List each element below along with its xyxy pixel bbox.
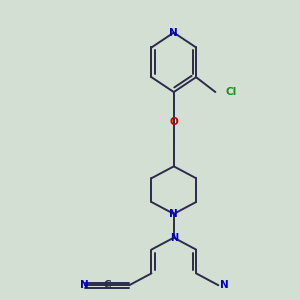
Text: N: N <box>169 209 178 219</box>
Text: C: C <box>103 280 111 290</box>
Text: N: N <box>220 280 229 290</box>
Text: O: O <box>169 117 178 127</box>
Text: N: N <box>80 280 89 290</box>
Text: Cl: Cl <box>226 87 237 97</box>
Text: N: N <box>170 233 178 243</box>
Text: N: N <box>169 28 178 38</box>
